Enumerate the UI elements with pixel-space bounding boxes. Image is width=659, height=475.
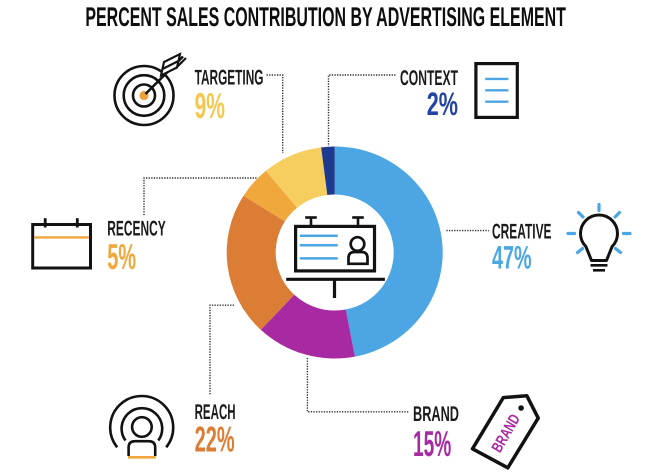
svg-text:TARGETING: TARGETING [195,66,264,90]
svg-text:RECENCY: RECENCY [107,216,165,240]
svg-text:9%: 9% [195,85,225,126]
svg-text:PERCENT SALES CONTRIBUTION BY: PERCENT SALES CONTRIBUTION BY ADVERTISIN… [85,2,566,32]
svg-text:2%: 2% [427,86,458,122]
svg-text:22%: 22% [195,418,235,459]
svg-text:47%: 47% [492,239,532,275]
svg-text:BRAND: BRAND [413,402,459,426]
svg-text:REACH: REACH [195,400,236,424]
svg-text:CONTEXT: CONTEXT [400,66,458,90]
svg-text:CREATIVE: CREATIVE [492,219,552,243]
svg-text:5%: 5% [107,236,136,277]
svg-text:15%: 15% [413,423,451,464]
